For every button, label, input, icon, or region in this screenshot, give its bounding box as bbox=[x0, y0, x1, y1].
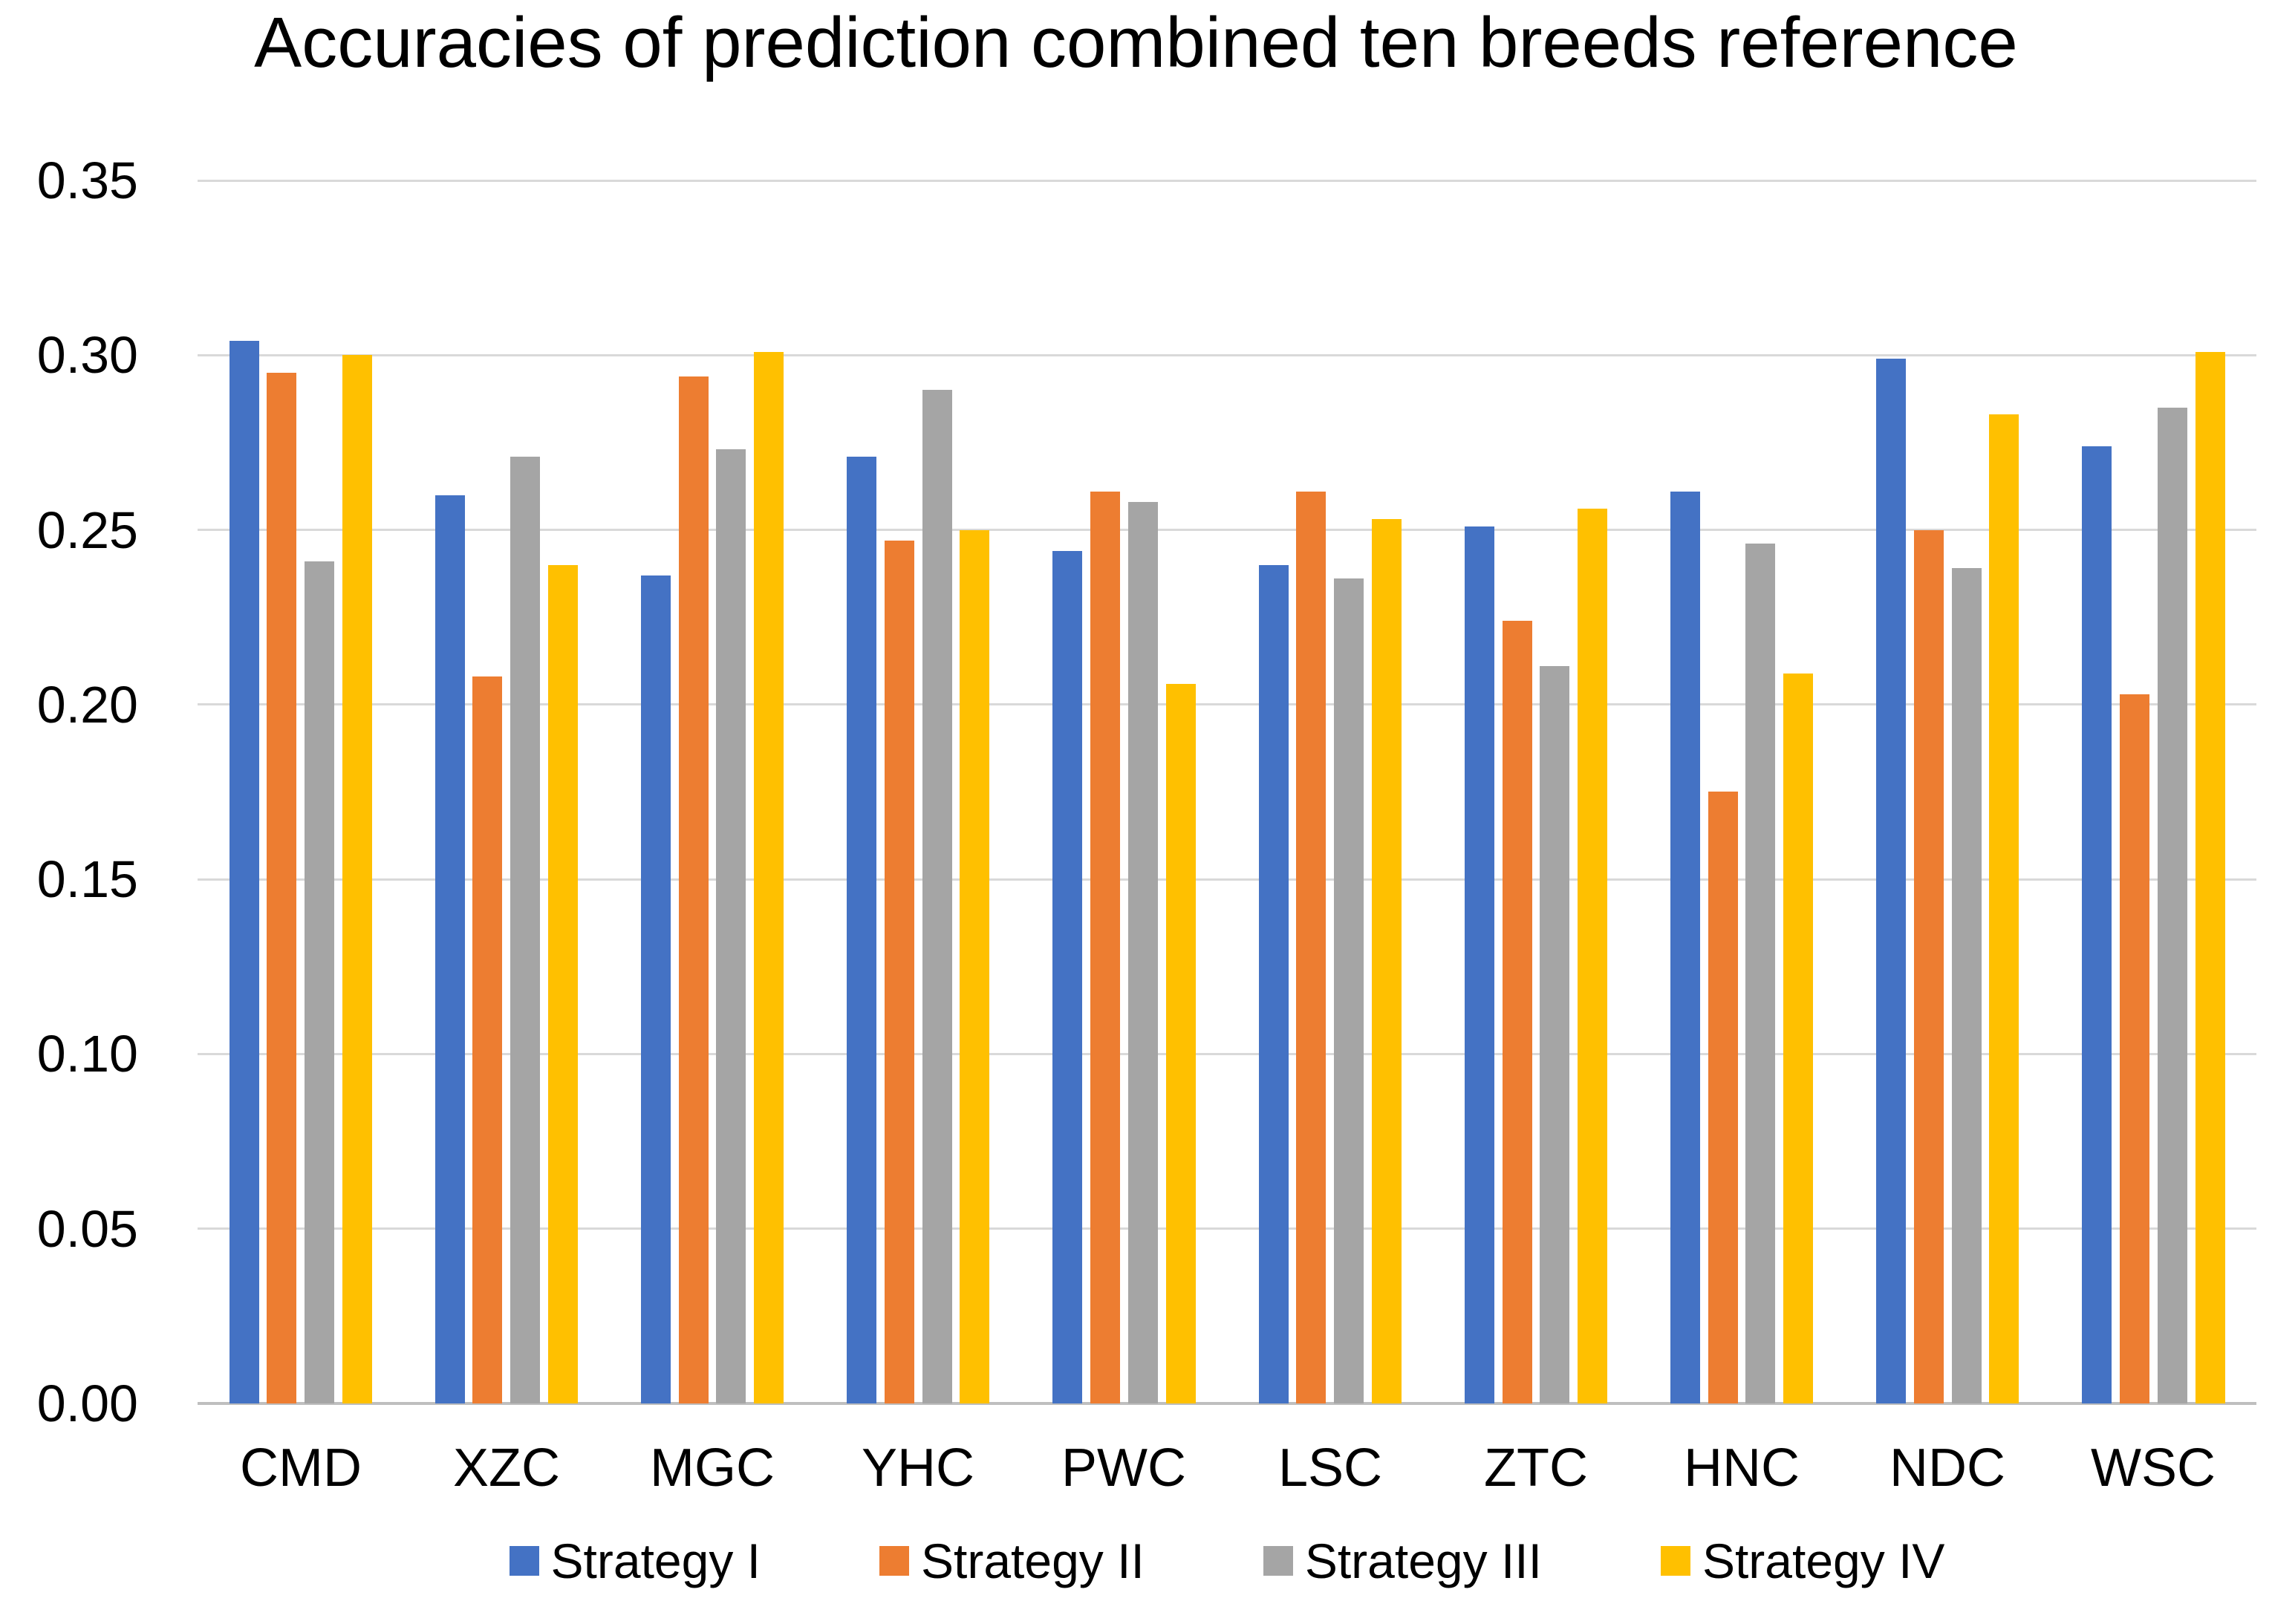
bar-cmd-series-2 bbox=[267, 373, 296, 1403]
x-tick-label: ZTC bbox=[1484, 1438, 1588, 1498]
bar-hnc-series-4 bbox=[1783, 674, 1813, 1403]
bar-pwc-series-1 bbox=[1052, 551, 1082, 1403]
bar-xzc-series-2 bbox=[472, 676, 502, 1403]
gridline bbox=[198, 354, 2256, 356]
bar-hnc-series-3 bbox=[1745, 544, 1775, 1403]
legend-label: Strategy III bbox=[1304, 1533, 1542, 1588]
y-tick-label: 0.10 bbox=[36, 1025, 138, 1083]
bar-xzc-series-3 bbox=[510, 457, 540, 1403]
x-tick-label: WSC bbox=[2091, 1438, 2216, 1498]
bar-lsc-series-2 bbox=[1296, 492, 1326, 1403]
bar-wsc-series-2 bbox=[2120, 694, 2149, 1403]
x-tick-label: PWC bbox=[1061, 1438, 1186, 1498]
bar-pwc-series-2 bbox=[1090, 492, 1120, 1403]
bar-xzc-series-4 bbox=[548, 565, 578, 1403]
legend: Strategy I Strategy II Strategy III Strateg… bbox=[198, 1524, 2256, 1598]
y-tick-label: 0.20 bbox=[36, 676, 138, 734]
gridline bbox=[198, 878, 2256, 881]
bar-yhc-series-2 bbox=[885, 541, 914, 1403]
bar-lsc-series-4 bbox=[1372, 519, 1402, 1403]
gridline bbox=[198, 529, 2256, 531]
plot-area bbox=[198, 180, 2256, 1405]
x-tick-label: CMD bbox=[240, 1438, 362, 1498]
gridline bbox=[198, 1227, 2256, 1230]
legend-item: Strategy III bbox=[1263, 1527, 1542, 1594]
y-tick-label: 0.00 bbox=[36, 1374, 138, 1432]
legend-item: Strategy IV bbox=[1660, 1527, 1945, 1594]
gridline bbox=[198, 1053, 2256, 1055]
legend-label: Strategy II bbox=[921, 1533, 1145, 1588]
bar-cmd-series-1 bbox=[230, 341, 259, 1403]
x-tick-label: HNC bbox=[1684, 1438, 1800, 1498]
legend-label: Strategy IV bbox=[1702, 1533, 1945, 1588]
bar-lsc-series-1 bbox=[1259, 565, 1289, 1403]
bar-mgc-series-4 bbox=[754, 352, 784, 1403]
bar-ztc-series-2 bbox=[1503, 621, 1532, 1403]
legend-item: Strategy I bbox=[509, 1527, 761, 1594]
legend-swatch-icon bbox=[1263, 1546, 1293, 1576]
bar-ztc-series-4 bbox=[1578, 509, 1607, 1403]
x-tick-label: LSC bbox=[1277, 1438, 1383, 1498]
bar-ndc-series-3 bbox=[1952, 568, 1982, 1403]
y-tick-label: 0.05 bbox=[36, 1200, 138, 1258]
y-tick-label: 0.35 bbox=[36, 151, 138, 209]
legend-item: Strategy II bbox=[879, 1527, 1145, 1594]
bar-yhc-series-4 bbox=[960, 530, 989, 1403]
x-tick-label: NDC bbox=[1889, 1438, 2005, 1498]
y-tick-label: 0.30 bbox=[36, 326, 138, 384]
legend-swatch-icon bbox=[509, 1546, 539, 1576]
bar-mgc-series-2 bbox=[679, 376, 709, 1403]
bar-hnc-series-1 bbox=[1670, 492, 1700, 1403]
bar-pwc-series-4 bbox=[1166, 684, 1196, 1403]
bar-ndc-series-4 bbox=[1989, 414, 2019, 1403]
bar-cmd-series-3 bbox=[305, 561, 334, 1403]
bar-ztc-series-3 bbox=[1540, 666, 1569, 1403]
bar-xzc-series-1 bbox=[435, 495, 465, 1403]
bar-pwc-series-3 bbox=[1128, 502, 1158, 1403]
bar-ztc-series-1 bbox=[1465, 526, 1494, 1403]
bar-lsc-series-3 bbox=[1334, 578, 1364, 1403]
legend-swatch-icon bbox=[1660, 1546, 1690, 1576]
x-tick-label: XZC bbox=[453, 1438, 560, 1498]
bar-mgc-series-1 bbox=[641, 575, 671, 1403]
bar-yhc-series-3 bbox=[922, 390, 952, 1403]
y-tick-label: 0.25 bbox=[36, 501, 138, 559]
bar-wsc-series-1 bbox=[2082, 446, 2112, 1403]
bar-mgc-series-3 bbox=[716, 449, 746, 1403]
x-tick-label: YHC bbox=[861, 1438, 974, 1498]
gridline bbox=[198, 703, 2256, 705]
chart-title: Accuracies of prediction combined ten br… bbox=[254, 3, 2018, 82]
y-tick-label: 0.15 bbox=[36, 850, 138, 908]
bar-hnc-series-2 bbox=[1708, 792, 1738, 1403]
bar-yhc-series-1 bbox=[847, 457, 876, 1403]
bar-wsc-series-4 bbox=[2195, 352, 2225, 1403]
gridline bbox=[198, 180, 2256, 182]
bar-cmd-series-4 bbox=[342, 355, 372, 1403]
legend-label: Strategy I bbox=[550, 1533, 761, 1588]
bar-ndc-series-1 bbox=[1876, 359, 1906, 1403]
legend-swatch-icon bbox=[879, 1546, 909, 1576]
bar-ndc-series-2 bbox=[1914, 530, 1944, 1403]
bar-wsc-series-3 bbox=[2158, 408, 2187, 1403]
x-tick-label: MGC bbox=[650, 1438, 775, 1498]
x-axis-line bbox=[198, 1402, 2256, 1405]
